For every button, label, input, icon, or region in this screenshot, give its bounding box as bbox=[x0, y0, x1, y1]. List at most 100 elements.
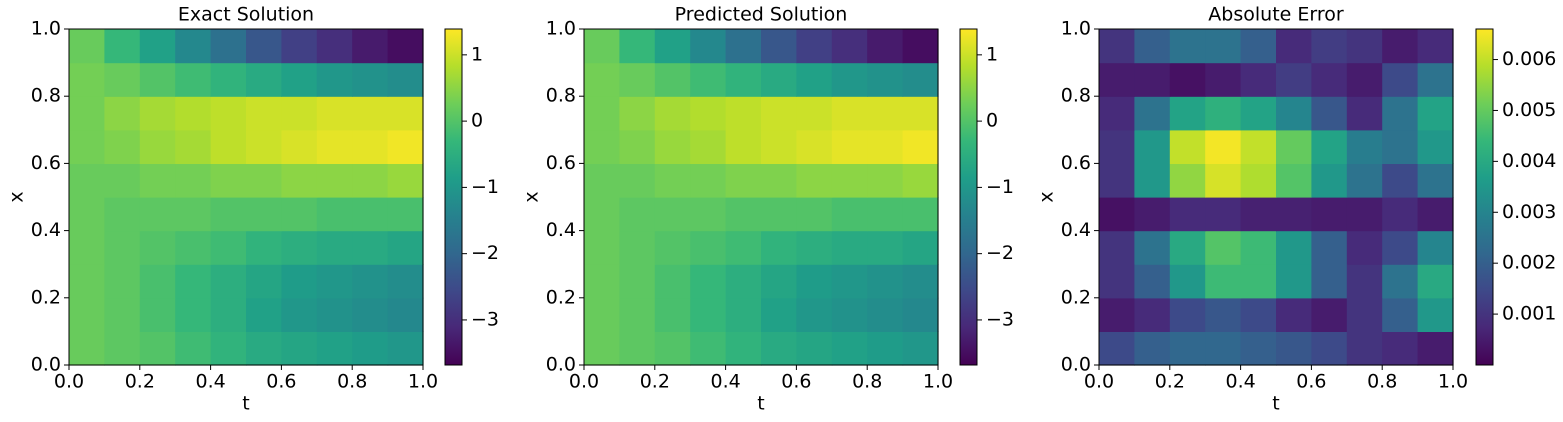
heatmap-cell bbox=[1169, 297, 1206, 332]
heatmap-cell bbox=[69, 96, 105, 131]
x-axis-label: t bbox=[757, 393, 764, 415]
heatmap-cell bbox=[1240, 230, 1277, 265]
colorbar-tick-label: −2 bbox=[471, 242, 499, 264]
heatmap-cell bbox=[1311, 129, 1348, 164]
x-tick-label: 0.2 bbox=[640, 371, 670, 393]
heatmap-cell bbox=[387, 331, 424, 366]
heatmap-cell bbox=[1346, 197, 1383, 232]
heatmap-cell bbox=[175, 331, 212, 366]
heatmap-cell bbox=[690, 29, 727, 64]
heatmap-cell bbox=[654, 29, 691, 64]
heatmap-cell bbox=[1240, 96, 1277, 131]
heatmap-cell bbox=[246, 230, 282, 265]
x-tick-label: 0.4 bbox=[1225, 371, 1255, 393]
heatmap-cell bbox=[654, 264, 691, 299]
heatmap-cell bbox=[619, 29, 656, 64]
x-tick-label: 0.8 bbox=[337, 371, 367, 393]
heatmap-cell bbox=[761, 331, 797, 366]
heatmap-cell bbox=[584, 297, 620, 332]
heatmap-cell bbox=[1276, 331, 1312, 366]
y-tick-label: 0.8 bbox=[1061, 85, 1091, 107]
heatmap-cell bbox=[1134, 163, 1171, 198]
heatmap-cell bbox=[796, 62, 833, 97]
heatmap-cell bbox=[210, 129, 247, 164]
heatmap-cell bbox=[584, 129, 620, 164]
heatmap-cell bbox=[1311, 264, 1348, 299]
heatmap-cell bbox=[831, 264, 868, 299]
heatmap-cell bbox=[619, 264, 656, 299]
heatmap-cell bbox=[175, 163, 212, 198]
heatmap-cell bbox=[831, 331, 868, 366]
heatmap-cell bbox=[175, 197, 212, 232]
heatmap-cell bbox=[104, 264, 141, 299]
colorbar-tick-label: −1 bbox=[986, 176, 1014, 198]
heatmap-cell bbox=[1134, 297, 1171, 332]
heatmap-cell bbox=[1099, 230, 1135, 265]
heatmap-cell bbox=[690, 331, 727, 366]
heatmap-cell bbox=[796, 297, 833, 332]
y-axis-label: x bbox=[1036, 191, 1058, 202]
heatmap-cell bbox=[1240, 129, 1277, 164]
heatmap-cell bbox=[246, 129, 282, 164]
heatmap-cell bbox=[619, 331, 656, 366]
heatmap-cell bbox=[831, 230, 868, 265]
heatmap-cell bbox=[1346, 331, 1383, 366]
heatmap-cell bbox=[175, 129, 212, 164]
y-tick-label: 1.0 bbox=[31, 18, 61, 40]
heatmap-cell bbox=[210, 29, 247, 64]
heatmap-cell bbox=[104, 96, 141, 131]
heatmap-cell bbox=[104, 29, 141, 64]
heatmap-cell bbox=[1205, 331, 1242, 366]
heatmap-cell bbox=[902, 264, 939, 299]
heatmap-cell bbox=[246, 297, 282, 332]
y-tick-label: 0.0 bbox=[546, 354, 576, 376]
heatmap-cell bbox=[690, 264, 727, 299]
heatmap-cell bbox=[104, 62, 141, 97]
heatmap-cell bbox=[902, 297, 939, 332]
heatmap-cell bbox=[690, 297, 727, 332]
heatmap-cell bbox=[725, 230, 762, 265]
heatmap-cell bbox=[867, 264, 904, 299]
heatmap-cell bbox=[725, 264, 762, 299]
heatmap-cell bbox=[1417, 264, 1454, 299]
heatmap-cell bbox=[867, 62, 904, 97]
heatmap-cell bbox=[352, 230, 389, 265]
heatmap-cell bbox=[902, 163, 939, 198]
heatmap-cell bbox=[654, 62, 691, 97]
heatmap-cell bbox=[139, 163, 176, 198]
heatmap-cell bbox=[246, 331, 282, 366]
colorbar-tick-label: 0 bbox=[986, 110, 998, 132]
heatmap-cell bbox=[104, 230, 141, 265]
heatmap-cell bbox=[1311, 96, 1348, 131]
heatmap-cell bbox=[210, 230, 247, 265]
heatmap-cell bbox=[1382, 129, 1419, 164]
heatmap-cell bbox=[1382, 96, 1419, 131]
heatmap-cell bbox=[1205, 96, 1242, 131]
heatmap-cell bbox=[104, 331, 141, 366]
heatmap-cell bbox=[139, 197, 176, 232]
plot-frame bbox=[68, 28, 424, 366]
heatmap-cell bbox=[867, 129, 904, 164]
heatmap-cell bbox=[316, 62, 353, 97]
heatmap-cell bbox=[387, 163, 424, 198]
heatmap-cell bbox=[1382, 62, 1419, 97]
heatmap-cell bbox=[796, 129, 833, 164]
heatmap-cell bbox=[387, 264, 424, 299]
heatmap-cell bbox=[796, 230, 833, 265]
heatmap-cell bbox=[1276, 129, 1312, 164]
heatmap-cell bbox=[761, 129, 797, 164]
heatmap-cell bbox=[139, 62, 176, 97]
heatmap-cell bbox=[1276, 197, 1312, 232]
heatmap-cell bbox=[1240, 197, 1277, 232]
plot-frame bbox=[1098, 28, 1454, 366]
x-tick-label: 0.0 bbox=[54, 371, 84, 393]
heatmap-cell bbox=[1134, 96, 1171, 131]
colorbar-tick-label: −2 bbox=[986, 242, 1014, 264]
heatmap-cell bbox=[352, 163, 389, 198]
heatmap-cell bbox=[210, 163, 247, 198]
heatmap-cell bbox=[1205, 230, 1242, 265]
heatmap-cell bbox=[1240, 331, 1277, 366]
heatmap-cell bbox=[1169, 230, 1206, 265]
heatmap-cell bbox=[281, 230, 318, 265]
heatmap-cell bbox=[725, 129, 762, 164]
